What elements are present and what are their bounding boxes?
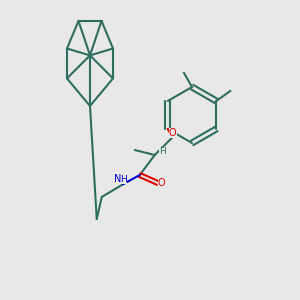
Text: O: O bbox=[169, 128, 177, 138]
Text: O: O bbox=[158, 178, 166, 188]
Text: H: H bbox=[159, 148, 166, 157]
Text: N: N bbox=[114, 174, 122, 184]
Text: H: H bbox=[120, 175, 127, 184]
